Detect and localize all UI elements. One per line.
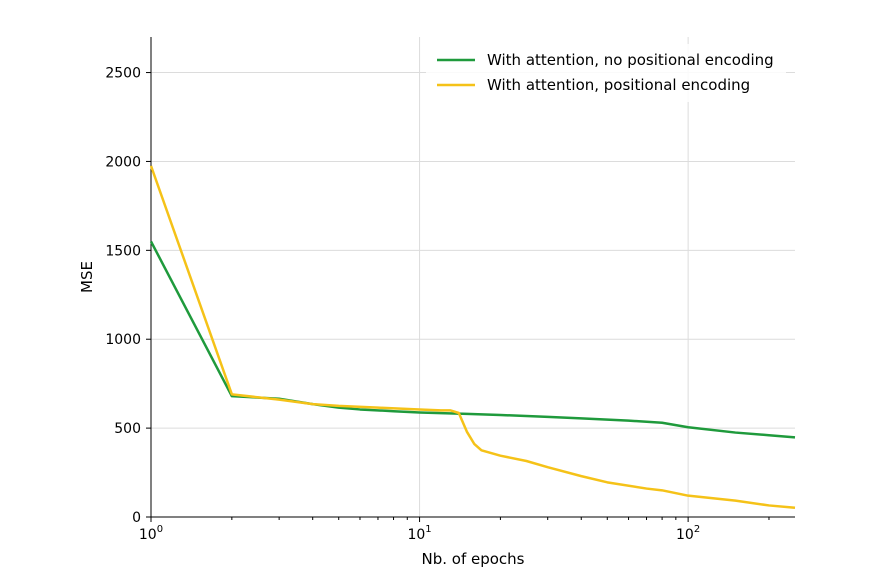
legend: With attention, no positional encoding W… bbox=[426, 44, 786, 102]
series-line-1 bbox=[149, 165, 796, 510]
series-lines bbox=[149, 165, 796, 510]
x-tick-label: 100 bbox=[139, 524, 163, 543]
legend-frame bbox=[426, 44, 786, 102]
x-axis-label: Nb. of epochs bbox=[421, 550, 524, 568]
legend-label-no-positional-encoding: With attention, no positional encoding bbox=[487, 51, 774, 69]
y-tick-label: 0 bbox=[132, 510, 141, 526]
legend-label-positional-encoding: With attention, positional encoding bbox=[487, 76, 750, 94]
y-tick-label: 2500 bbox=[105, 66, 141, 82]
axes bbox=[150, 37, 795, 518]
y-ticks: 0 500 1000 1500 2000 2500 bbox=[105, 66, 151, 526]
y-tick-label: 1500 bbox=[105, 243, 141, 259]
y-axis-label: MSE bbox=[78, 261, 96, 293]
x-tick-label: 102 bbox=[676, 524, 700, 543]
y-tick-label: 1000 bbox=[105, 332, 141, 348]
grid-lines bbox=[151, 37, 795, 517]
x-ticks: 100 101 102 bbox=[139, 517, 770, 543]
x-tick-label: 101 bbox=[407, 524, 431, 543]
y-tick-label: 500 bbox=[114, 421, 141, 437]
y-tick-label: 2000 bbox=[105, 154, 141, 170]
